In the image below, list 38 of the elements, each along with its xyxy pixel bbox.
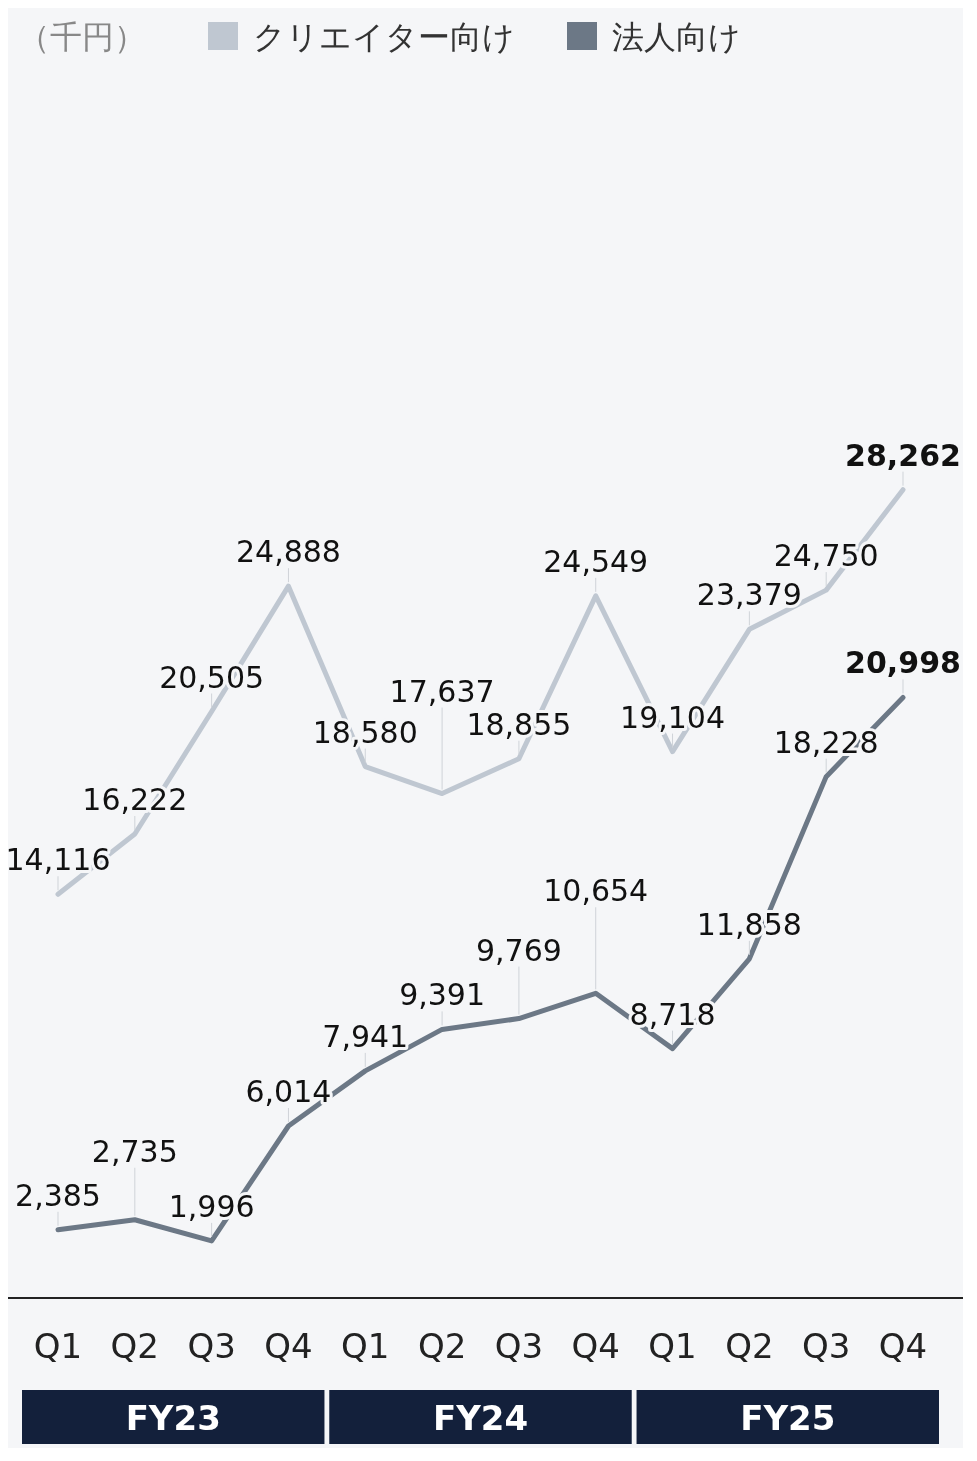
x-tick-label: Q1	[648, 1326, 697, 1366]
legend-label: 法人向け	[612, 18, 741, 56]
data-label: 2,735	[91, 1133, 178, 1169]
text: （千円）	[18, 18, 146, 56]
data-label: 20,998	[845, 645, 961, 681]
data-label: 28,262	[845, 437, 961, 473]
text: FY24	[432, 1398, 529, 1438]
x-tick-label: Q1	[33, 1326, 83, 1366]
x-tick-label: Q3	[494, 1326, 544, 1366]
data-label: 17,637	[389, 673, 495, 709]
data-label: 9,769	[475, 932, 562, 968]
data-label: 24,549	[543, 543, 649, 579]
data-label: 7,941	[322, 1018, 409, 1054]
data-label: 18,580	[312, 714, 418, 750]
legend-label: クリエイター向け	[253, 18, 515, 56]
x-tick-label: Q4	[264, 1326, 313, 1366]
x-tick-label: Q2	[417, 1326, 467, 1366]
data-label: 10,654	[543, 873, 649, 909]
x-tick-label: Q3	[187, 1326, 236, 1366]
x-tick-label: Q2	[110, 1326, 160, 1366]
x-tick-label: Q2	[725, 1326, 774, 1366]
data-label: 9,391	[399, 977, 486, 1013]
data-label: 14,116	[5, 842, 111, 878]
data-label: 24,888	[235, 534, 341, 570]
data-label: 20,505	[159, 659, 265, 695]
data-label: 16,222	[82, 782, 188, 818]
x-tick-label: Q1	[341, 1326, 390, 1366]
data-label: 18,855	[466, 706, 572, 742]
x-tick-label: Q4	[878, 1326, 928, 1366]
data-label: 2,385	[15, 1177, 101, 1213]
data-label: 19,104	[620, 699, 726, 735]
x-tick-label: Q3	[801, 1326, 851, 1366]
x-tick-label: Q4	[571, 1326, 620, 1366]
text: FY25	[740, 1398, 836, 1438]
data-label: 6,014	[245, 1073, 332, 1109]
data-label: 24,750	[773, 538, 879, 574]
text: FY23	[125, 1398, 221, 1438]
data-label: 23,379	[696, 577, 802, 613]
